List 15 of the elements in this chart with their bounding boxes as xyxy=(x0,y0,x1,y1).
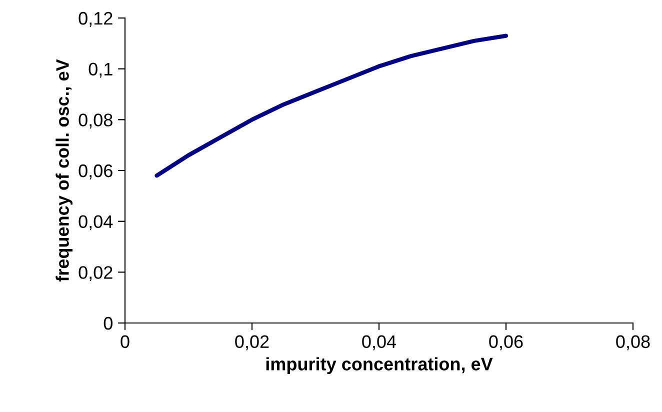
x-tick-label: 0,04 xyxy=(362,335,396,350)
x-tick-label: 0 xyxy=(120,335,130,348)
y-tick-label: 0,12 xyxy=(78,12,112,27)
y-tick-label: 0,08 xyxy=(78,114,112,129)
x-axis-title: impurity concentration, eV xyxy=(266,357,493,374)
y-tick-label: 0,04 xyxy=(78,215,113,230)
line-series xyxy=(154,34,508,178)
x-tick-label: 0,08 xyxy=(616,335,650,350)
y-tick-label: 0 xyxy=(104,316,112,330)
y-tick-label: 0,06 xyxy=(78,164,112,180)
y-tick-label: 0,1 xyxy=(88,62,112,78)
x-tick-label: 0,06 xyxy=(489,335,523,350)
y-tick-label: 0,02 xyxy=(78,266,112,282)
y-axis-title: frequency of coll. osc., eV xyxy=(56,59,72,282)
x-tick-label: 0,02 xyxy=(235,335,269,350)
